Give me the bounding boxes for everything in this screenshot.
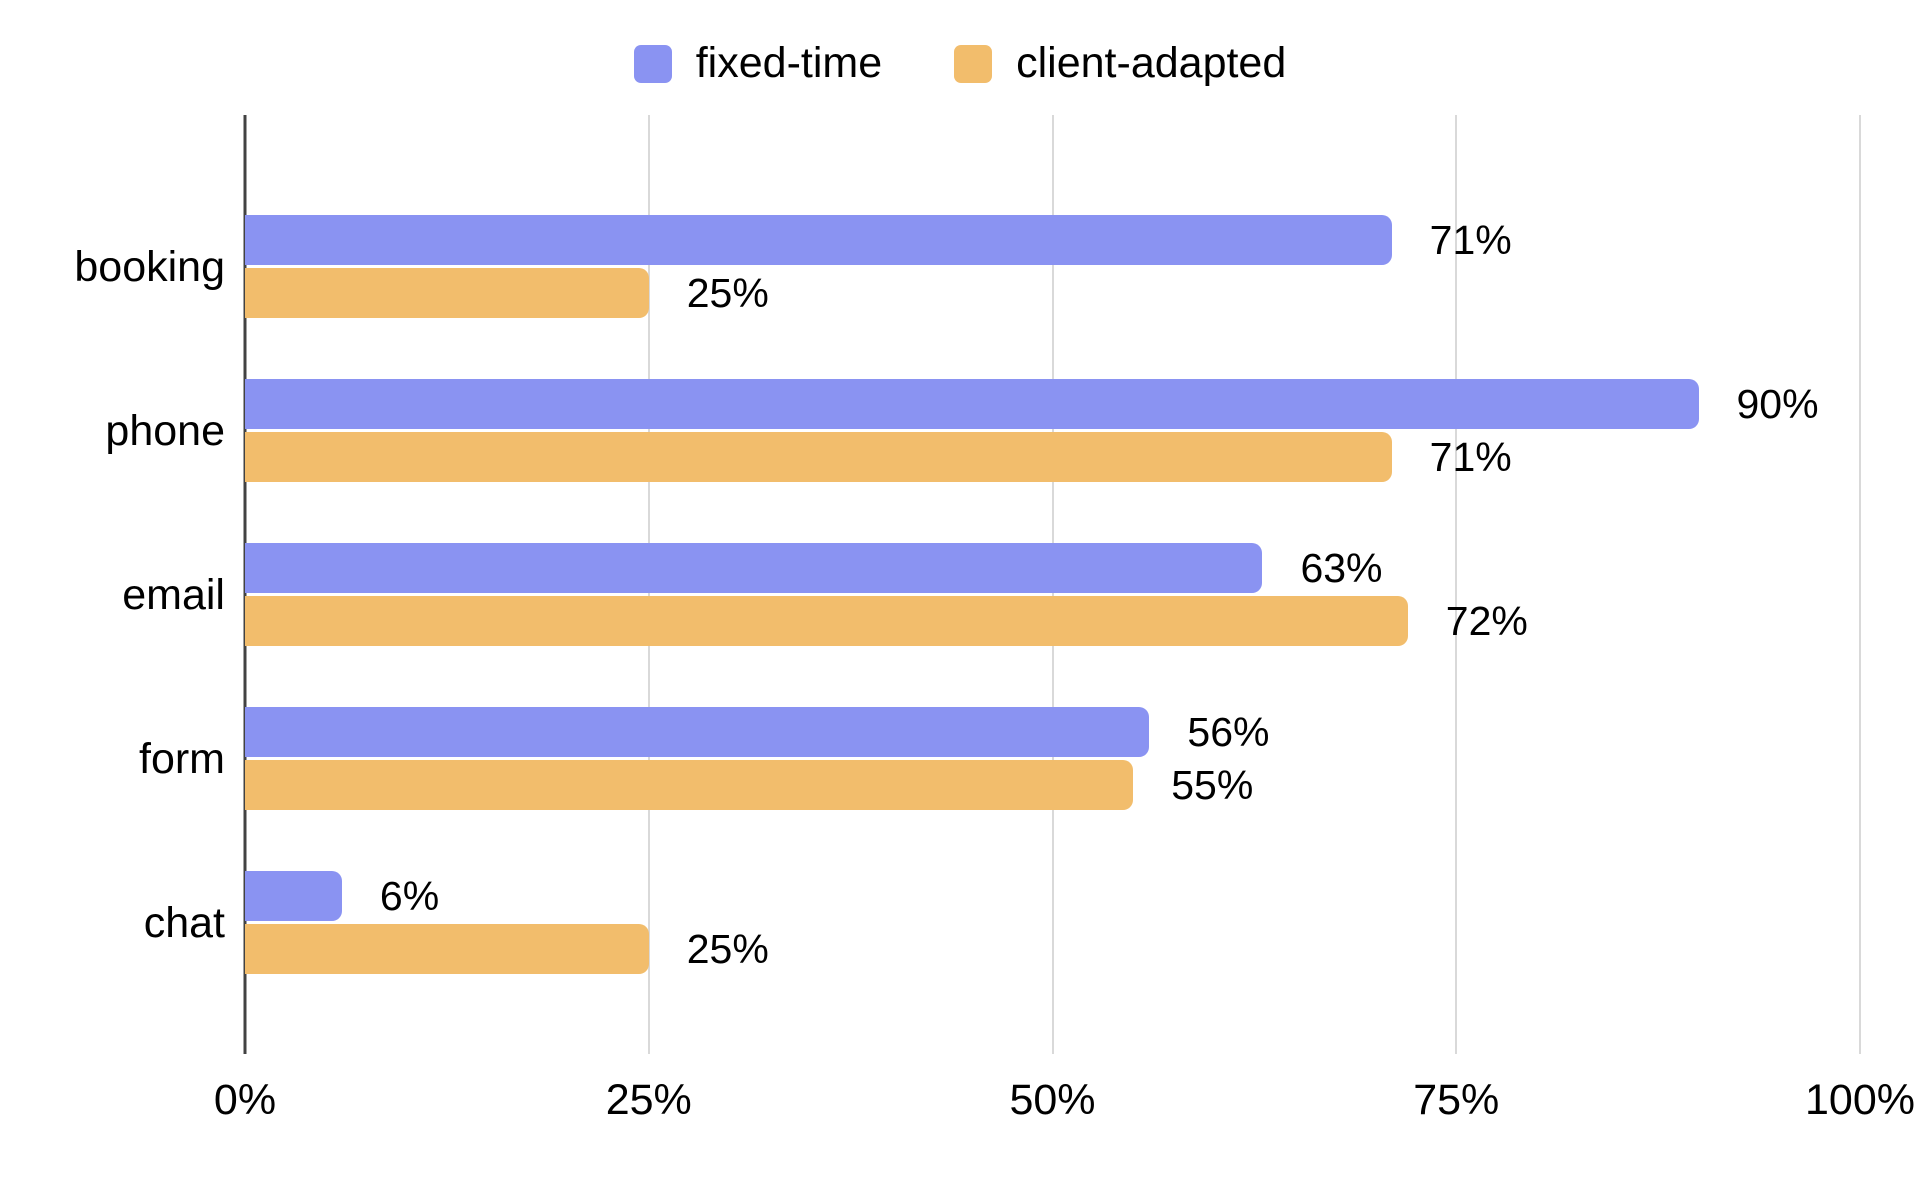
- bar-phone-fixed-time: [245, 379, 1699, 429]
- category-label-phone: phone: [105, 406, 225, 455]
- value-label-chat-fixed-time: 6%: [379, 873, 440, 919]
- x-tick-label-75: 75%: [1413, 1076, 1500, 1124]
- gridline-100: [1859, 115, 1861, 1054]
- x-tick-label-50: 50%: [1009, 1076, 1096, 1124]
- gridline-75: [1455, 115, 1458, 1054]
- legend-item-fixed-time: fixed-time: [633, 39, 883, 87]
- x-tick-label-25: 25%: [605, 1076, 692, 1124]
- bar-booking-fixed-time: [245, 215, 1392, 265]
- legend-swatch-icon: [954, 44, 993, 83]
- bar-chat-fixed-time: [245, 871, 342, 921]
- plot-area: 71% 25% 90% 71% 63% 72% 56% 55% 6% 25%: [243, 115, 1861, 1054]
- legend-item-client-adapted: client-adapted: [954, 42, 1286, 85]
- value-label-phone-fixed-time: 90%: [1736, 381, 1819, 427]
- value-label-phone-client-adapted: 71%: [1429, 434, 1512, 480]
- legend-label: client-adapted: [1016, 39, 1287, 87]
- bar-form-client-adapted: [245, 760, 1134, 810]
- value-label-chat-client-adapted: 25%: [686, 926, 769, 972]
- category-label-email: email: [122, 570, 225, 619]
- category-label-booking: booking: [74, 242, 225, 291]
- category-label-form: form: [139, 734, 225, 783]
- bar-email-fixed-time: [245, 543, 1263, 593]
- legend-swatch-icon: [633, 44, 672, 83]
- value-label-email-client-adapted: 72%: [1445, 598, 1528, 644]
- value-label-form-fixed-time: 56%: [1187, 709, 1270, 755]
- chart-legend: fixed-time client-adapted: [0, 42, 1920, 85]
- value-label-form-client-adapted: 55%: [1171, 762, 1254, 808]
- bar-phone-client-adapted: [245, 432, 1392, 482]
- bar-form-fixed-time: [245, 707, 1150, 757]
- bar-chat-client-adapted: [245, 924, 649, 974]
- value-label-email-fixed-time: 63%: [1300, 545, 1383, 591]
- bar-booking-client-adapted: [245, 268, 649, 318]
- x-tick-label-0: 0%: [213, 1076, 277, 1124]
- value-label-booking-client-adapted: 25%: [686, 270, 769, 316]
- x-tick-label-100: 100%: [1805, 1076, 1915, 1124]
- legend-label: fixed-time: [695, 39, 883, 87]
- bar-email-client-adapted: [245, 596, 1408, 646]
- category-label-chat: chat: [143, 898, 225, 947]
- value-label-booking-fixed-time: 71%: [1429, 217, 1512, 263]
